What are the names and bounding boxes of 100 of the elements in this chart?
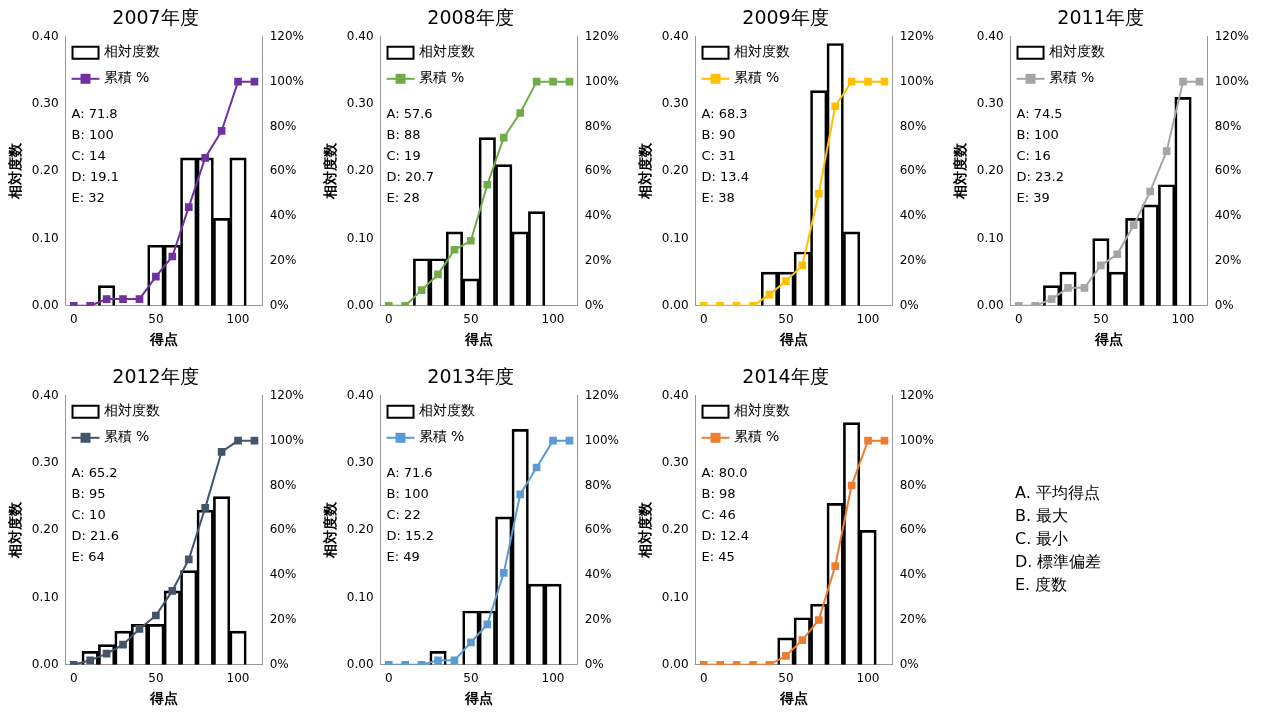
annotation: C: 10 <box>71 507 106 523</box>
point <box>1162 147 1171 155</box>
y-tick-label: 0.40 <box>31 28 59 43</box>
y2-tick-label: 60% <box>1214 163 1242 178</box>
legend-label: 累積 % <box>733 428 780 445</box>
point <box>135 295 144 303</box>
y2-tick-label: 120% <box>1214 28 1250 43</box>
point <box>450 656 459 665</box>
annotation: E: 49 <box>386 549 420 565</box>
legend-label: 相対度数 <box>733 402 790 419</box>
x-tick-label: 0 <box>69 312 78 327</box>
point <box>1097 261 1105 270</box>
y-tick-label: 0.10 <box>346 589 374 604</box>
x-tick-label: 0 <box>1014 312 1023 327</box>
point <box>168 587 177 595</box>
y-tick-label: 0.10 <box>661 589 689 604</box>
y2-tick-label: 100% <box>584 432 620 447</box>
text: D. 標準偏差 <box>1015 551 1103 573</box>
y-tick-label: 0.30 <box>661 455 689 470</box>
legend-label: 累積 % <box>1048 69 1095 86</box>
point <box>1179 77 1187 86</box>
annotation: E: 45 <box>701 549 735 565</box>
y2-tick-label: 20% <box>269 253 297 268</box>
y-tick-label: 0.00 <box>346 656 374 671</box>
annotation: D: 15.2 <box>386 528 434 544</box>
y2-tick-label: 80% <box>584 477 612 492</box>
y-tick-label: 0.10 <box>976 230 1004 245</box>
point <box>217 448 226 456</box>
y-axis-title: 相対度数 <box>7 501 24 560</box>
y2-tick-label: 0% <box>1214 297 1234 312</box>
x-tick-label: 50 <box>148 671 164 686</box>
y2-tick-label: 0% <box>269 656 289 671</box>
annotation: E: 64 <box>71 549 105 565</box>
annotation: A: 71.6 <box>386 465 433 481</box>
point <box>467 638 475 647</box>
x-tick-label: 0 <box>384 671 393 686</box>
y2-tick-label: 60% <box>899 522 927 537</box>
y-tick-label: 0.30 <box>346 96 374 111</box>
x-tick-label: 100 <box>856 312 880 327</box>
y2-tick-label: 20% <box>269 612 297 627</box>
legend-label: 相対度数 <box>418 43 475 60</box>
y2-tick-label: 120% <box>584 28 620 43</box>
legend-label: 相対度数 <box>103 43 160 60</box>
y-tick-label: 0.40 <box>31 387 59 402</box>
y2-tick-label: 120% <box>584 387 620 402</box>
x-tick-label: 50 <box>778 671 794 686</box>
annotation: D: 23.2 <box>1016 169 1064 185</box>
y-axis-title: 相対度数 <box>637 501 654 560</box>
chart-title: 2012年度 <box>112 365 199 388</box>
y2-tick-label: 100% <box>899 73 935 88</box>
y-tick-label: 0.00 <box>31 297 59 312</box>
point <box>798 636 807 644</box>
annotation: A: 65.2 <box>71 465 118 481</box>
annotation: D: 20.7 <box>386 169 434 185</box>
legend-label: 累積 % <box>733 69 780 86</box>
text: C. 最小 <box>1015 528 1070 550</box>
annotation: A: 68.3 <box>701 106 748 122</box>
chart-title: 2014年度 <box>742 365 829 388</box>
point <box>483 620 492 629</box>
point <box>516 109 525 117</box>
annotation: E: 38 <box>701 190 735 206</box>
y-tick-label: 0.20 <box>346 522 374 537</box>
annotation: B: 88 <box>386 127 421 143</box>
point <box>549 436 557 445</box>
x-axis-title: 得点 <box>149 331 179 348</box>
y2-tick-label: 20% <box>1214 253 1242 268</box>
point <box>782 652 790 660</box>
annotation: C: 31 <box>701 148 736 164</box>
y2-tick-label: 40% <box>269 208 297 223</box>
x-tick-label: 50 <box>463 671 479 686</box>
y-tick-label: 0.40 <box>661 28 689 43</box>
x-tick-label: 50 <box>778 312 794 327</box>
point <box>234 436 242 445</box>
y-tick-label: 0.20 <box>976 163 1004 178</box>
text: E. 度数 <box>1015 574 1069 596</box>
y2-tick-label: 60% <box>584 163 612 178</box>
y2-tick-label: 20% <box>584 612 612 627</box>
x-tick-label: 0 <box>699 671 708 686</box>
x-tick-label: 100 <box>541 312 565 327</box>
chart-title: 2009年度 <box>742 6 829 29</box>
y-tick-label: 0.30 <box>346 455 374 470</box>
y2-tick-label: 0% <box>269 297 289 312</box>
chart-title: 2011年度 <box>1057 6 1144 29</box>
y-tick-label: 0.10 <box>31 589 59 604</box>
annotation: B: 100 <box>1016 127 1059 143</box>
point <box>217 127 226 135</box>
y2-tick-label: 40% <box>899 208 927 223</box>
x-tick-label: 100 <box>1171 312 1195 327</box>
annotation: C: 22 <box>386 507 421 523</box>
point <box>549 77 557 86</box>
legend-label: 累積 % <box>103 69 150 86</box>
text: B. 最大 <box>1015 505 1070 527</box>
y2-tick-label: 60% <box>584 522 612 537</box>
x-tick-label: 50 <box>148 312 164 327</box>
annotation: A: 80.0 <box>701 465 748 481</box>
y2-tick-label: 100% <box>1214 73 1250 88</box>
chart-title: 2008年度 <box>427 6 514 29</box>
y2-tick-label: 80% <box>1214 118 1242 133</box>
legend-label: 累積 % <box>103 428 150 445</box>
point <box>450 245 459 254</box>
